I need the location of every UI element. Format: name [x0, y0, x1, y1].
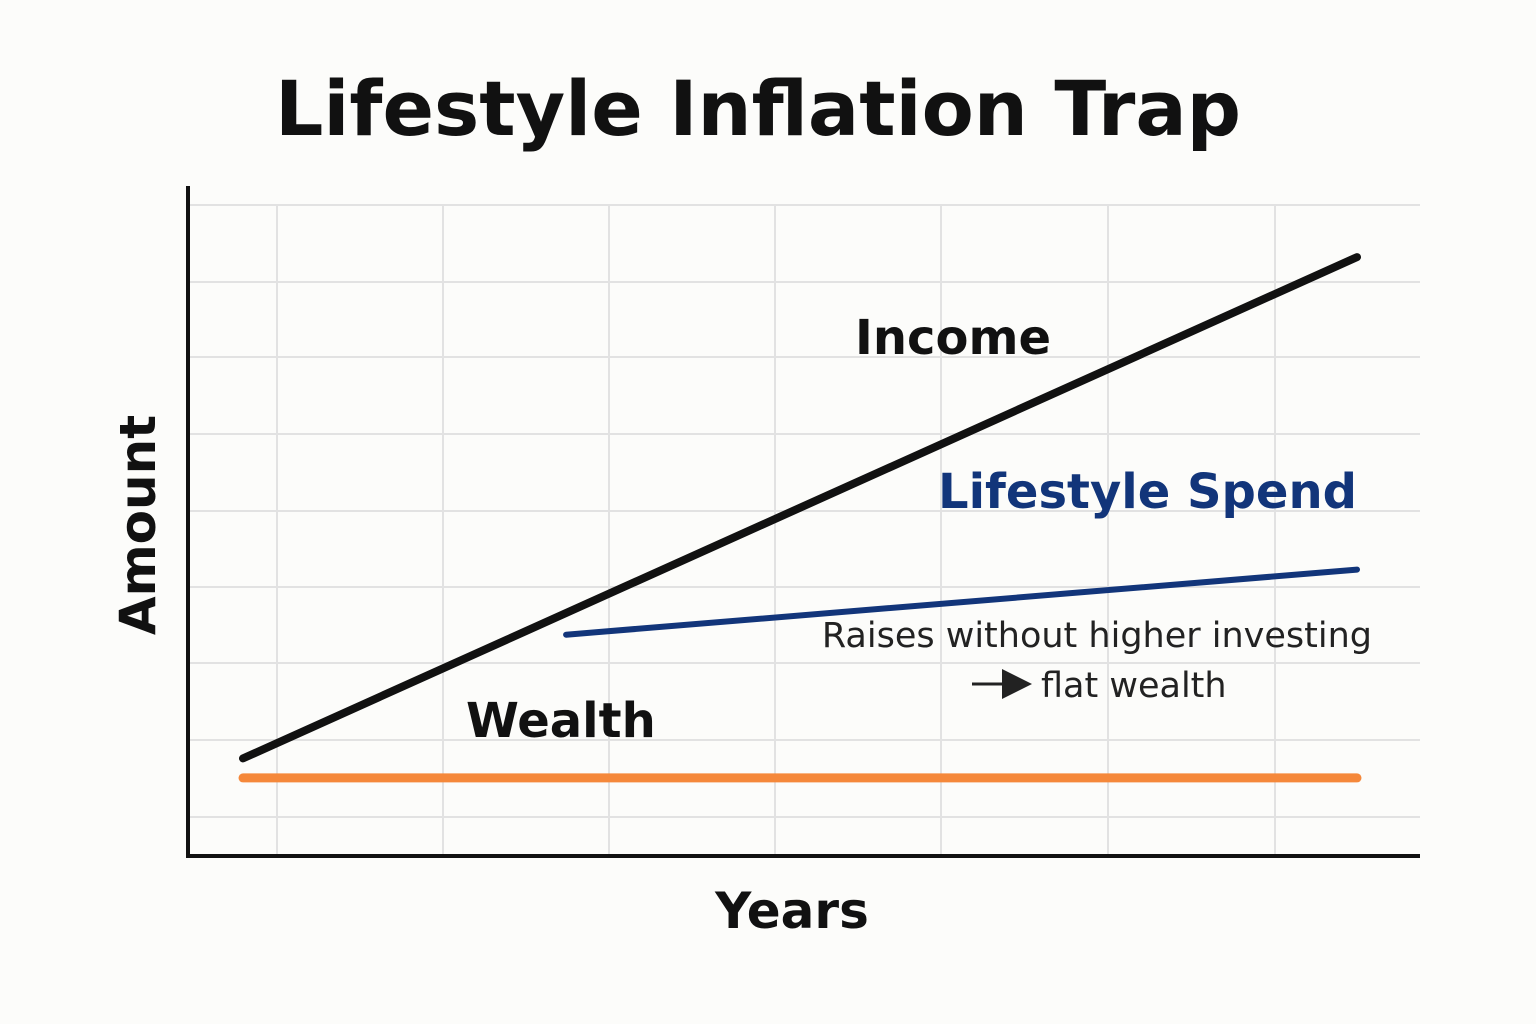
series-label-wealth: Wealth [466, 693, 656, 749]
annotation-line-1: Raises without higher investing [822, 616, 1372, 656]
series-line-lifestyle-spend [563, 566, 1360, 638]
annotation-line-2: flat wealth [1041, 666, 1227, 706]
grid [190, 204, 1420, 856]
chart-title: Lifestyle Inflation Trap [275, 64, 1241, 153]
x-axis-title: Years [714, 882, 869, 940]
series-lines [238, 253, 1362, 783]
series-label-income: Income [855, 310, 1051, 366]
y-axis-title: Amount [109, 415, 167, 635]
series-label-lifestyle-spend: Lifestyle Spend [938, 464, 1357, 520]
series-line-income [239, 253, 1361, 763]
